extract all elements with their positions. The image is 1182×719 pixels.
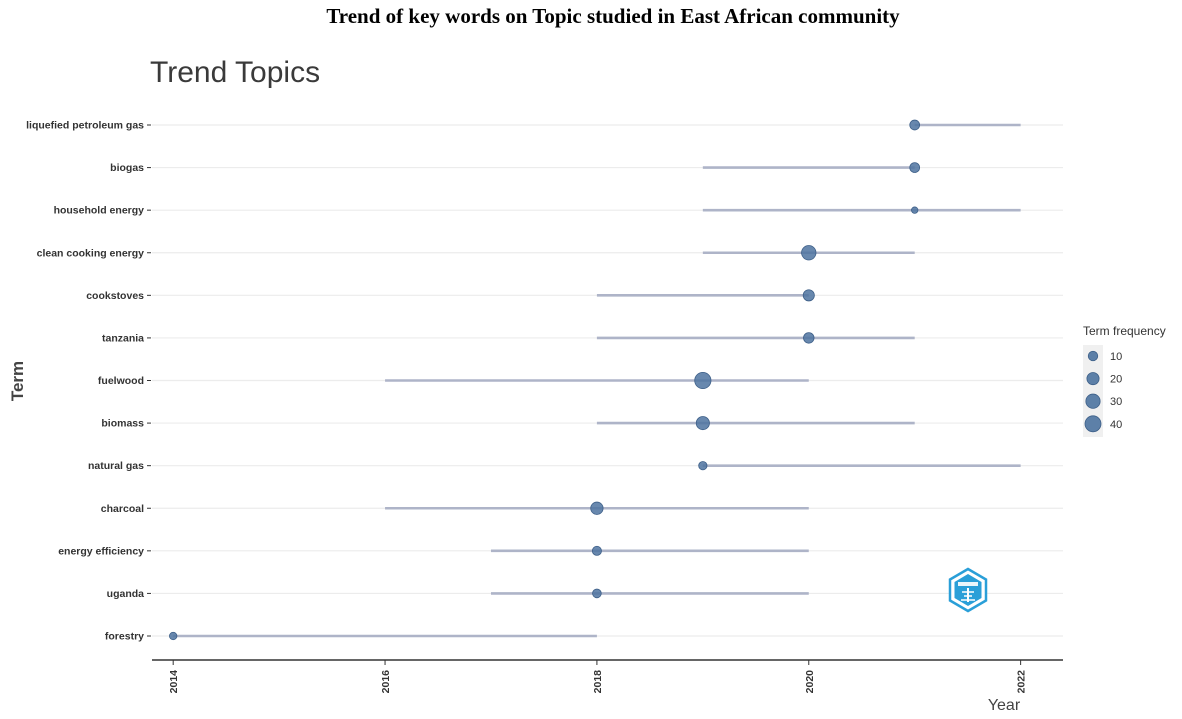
y-axis-ticks: liquefied petroleum gas biogas household e… xyxy=(26,120,151,643)
y-tick-label: fuelwood xyxy=(98,375,144,387)
x-tick-label: 2022 xyxy=(1016,670,1028,694)
y-tick-label: natural gas xyxy=(88,460,144,472)
legend-key-point xyxy=(1087,350,1099,362)
median-point xyxy=(169,631,178,641)
figure-title: Trend of key words on Topic studied in E… xyxy=(326,4,900,28)
legend-key-point xyxy=(1086,372,1100,386)
x-axis-ticks: 2014 2016 2018 2020 2022 xyxy=(168,660,1028,694)
median-point xyxy=(698,461,708,471)
legend-label: 30 xyxy=(1110,396,1122,408)
y-tick-label: liquefied petroleum gas xyxy=(26,120,144,132)
legend-label: 40 xyxy=(1110,419,1122,431)
y-tick-label: biomass xyxy=(101,418,144,430)
median-points xyxy=(169,119,921,641)
median-point xyxy=(803,332,815,344)
median-point xyxy=(591,545,602,556)
chart-title: Trend Topics xyxy=(150,56,321,89)
legend-title: Term frequency xyxy=(1083,324,1166,338)
legend-label: 10 xyxy=(1110,351,1122,363)
y-tick-label: charcoal xyxy=(101,503,144,515)
median-point xyxy=(590,501,604,515)
legend-key-point xyxy=(1085,393,1101,409)
x-tick-label: 2018 xyxy=(592,670,604,694)
legend: Term frequency 10 20 30 40 xyxy=(1083,324,1166,437)
y-tick-label: biogas xyxy=(110,162,144,174)
median-point xyxy=(801,245,817,261)
y-tick-label: tanzania xyxy=(102,332,144,344)
y-tick-label: energy efficiency xyxy=(58,545,144,557)
median-point xyxy=(694,371,712,390)
median-point xyxy=(802,289,815,302)
bibliometrix-logo-icon xyxy=(948,567,988,613)
y-tick-label: household energy xyxy=(54,205,145,217)
x-tick-label: 2016 xyxy=(380,670,392,694)
legend-items: 10 20 30 40 xyxy=(1084,350,1122,433)
y-tick-label: clean cooking energy xyxy=(37,247,145,259)
y-axis-title: Term xyxy=(8,361,27,401)
median-point xyxy=(592,588,602,599)
median-point xyxy=(909,119,921,131)
legend-label: 20 xyxy=(1110,374,1122,386)
x-tick-label: 2014 xyxy=(168,670,180,694)
y-tick-label: uganda xyxy=(107,588,144,600)
legend-key-background xyxy=(1083,345,1103,437)
x-axis-title: Year xyxy=(988,697,1021,714)
y-tick-label: cookstoves xyxy=(86,290,144,302)
range-lines xyxy=(173,123,1021,638)
median-point xyxy=(909,162,921,173)
x-tick-label: 2020 xyxy=(804,670,816,694)
y-tick-label: forestry xyxy=(105,631,144,643)
legend-key-point xyxy=(1084,415,1102,433)
median-point xyxy=(695,416,710,431)
median-point xyxy=(911,206,919,214)
